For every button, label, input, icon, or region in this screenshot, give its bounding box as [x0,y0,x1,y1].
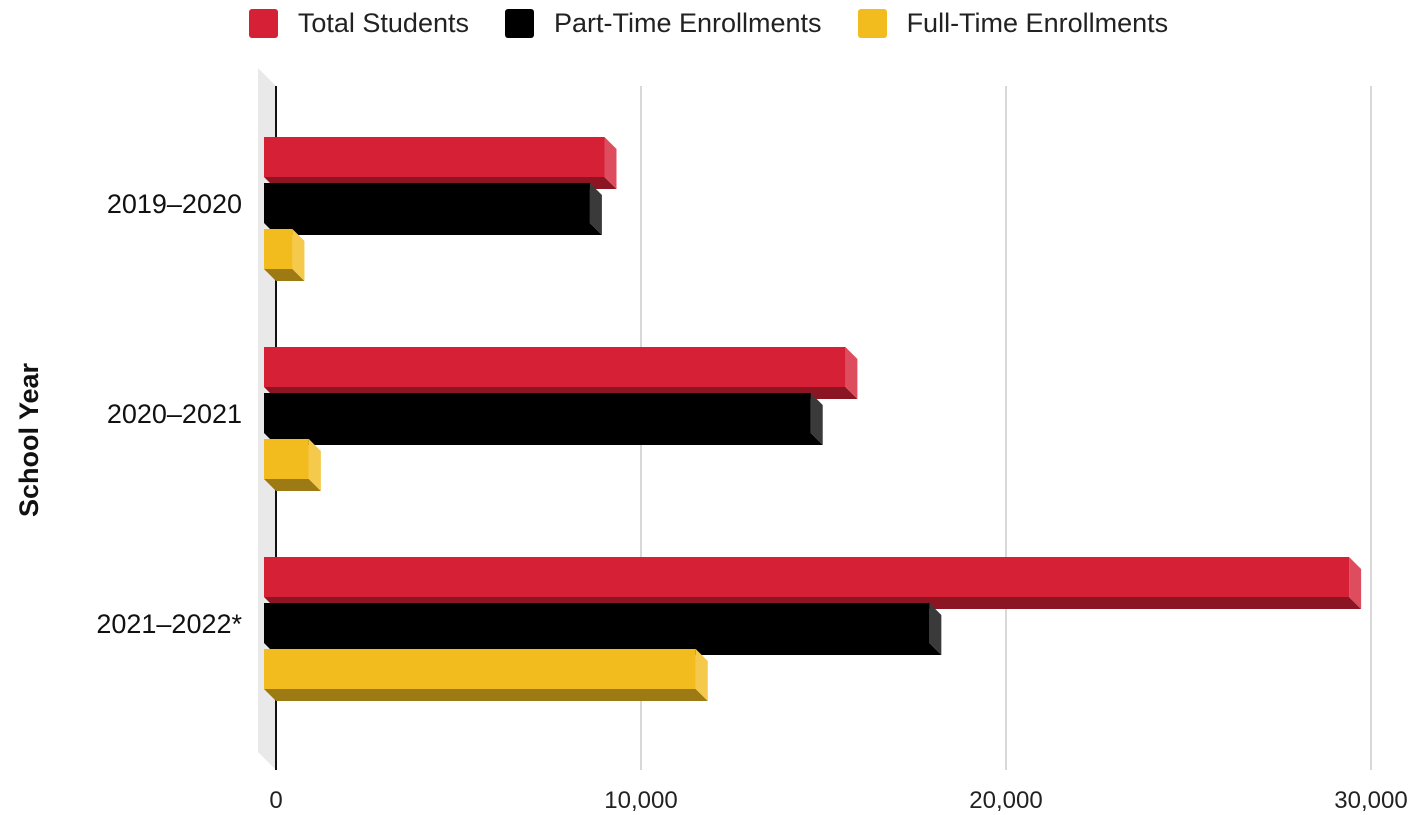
bar-end-face [1349,557,1362,609]
bar-bottom-face [264,433,823,445]
bar-end-face [845,347,858,399]
y-category-label: 2021–2022* [96,609,242,639]
y-category-labels: 2019–2020 2020–2021 2021–2022* [96,189,242,639]
bar-end-face [308,439,321,491]
legend-item-full-time[interactable]: Full-Time Enrollments [857,7,1169,39]
bar-bottom-face [264,269,305,281]
bar-end-face [292,229,305,281]
x-tick-label: 20,000 [969,787,1042,814]
legend-swatch-total-students [248,8,278,38]
legend-item-total-students[interactable]: Total Students [248,7,469,39]
bar-front-face [264,393,811,433]
x-tick-label: 10,000 [604,787,677,814]
bar-end-face [589,183,602,235]
legend-item-part-time[interactable]: Part-Time Enrollments [505,8,822,39]
bars [264,137,1362,701]
bar-bottom-face [264,479,321,491]
x-tick-label: 30,000 [1334,787,1407,814]
bar[interactable] [264,183,602,235]
legend-swatch-full-time [857,8,887,38]
legend-label-total-students: Total Students [297,7,469,38]
bar[interactable] [264,557,1362,609]
bar-front-face [264,137,605,177]
bar[interactable] [264,229,305,281]
y-category-label: 2019–2020 [107,189,242,219]
bar[interactable] [264,649,708,701]
bar-end-face [604,137,617,189]
legend: Total Students Part-Time Enrollments Ful… [0,0,1417,46]
bar[interactable] [264,603,942,655]
bar-end-face [810,393,823,445]
bar-front-face [264,603,930,643]
y-axis-title: School Year [14,362,44,517]
bar-front-face [264,439,309,479]
legend-swatch-part-time [505,8,534,38]
legend-label-part-time: Part-Time Enrollments [554,7,822,38]
bar-front-face [264,557,1350,597]
y-category-label: 2020–2021 [107,399,242,429]
x-tick-label: 0 [269,787,282,814]
bar-front-face [264,649,696,689]
bar[interactable] [264,439,321,491]
bar-end-face [929,603,942,655]
bar-front-face [264,229,293,269]
bar[interactable] [264,393,823,445]
bar-bottom-face [264,689,708,701]
bar[interactable] [264,347,858,399]
bar-front-face [264,347,846,387]
x-tick-labels: 0 10,000 20,000 30,000 [269,787,1407,814]
bar-front-face [264,183,590,223]
bar-end-face [695,649,708,701]
bar-bottom-face [264,223,602,235]
bar[interactable] [264,137,617,189]
legend-label-full-time: Full-Time Enrollments [906,7,1169,38]
